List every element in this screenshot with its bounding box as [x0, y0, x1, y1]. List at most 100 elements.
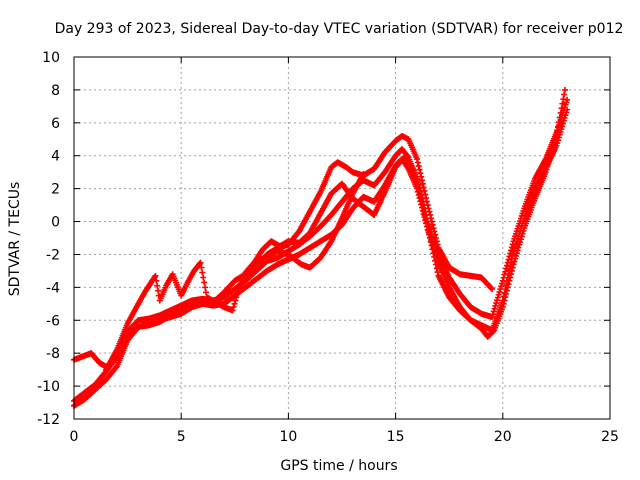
data-point — [418, 197, 425, 204]
data-point — [203, 289, 210, 296]
data-point — [230, 304, 237, 311]
data-point — [432, 261, 439, 268]
data-point — [412, 175, 419, 182]
data-point — [561, 86, 568, 93]
data-point — [434, 241, 441, 248]
data-point — [419, 200, 426, 207]
data-point — [426, 208, 433, 215]
data-point — [155, 287, 162, 294]
data-point — [200, 274, 207, 281]
data-point — [154, 282, 161, 289]
data-point — [505, 281, 512, 288]
data-point — [504, 259, 511, 266]
y-axis: -12 -10 -8 -6 -4 -2 0 2 4 6 8 10 — [37, 50, 610, 428]
y-tick-label: 2 — [51, 182, 60, 198]
data-point — [235, 287, 242, 294]
data-point — [433, 235, 440, 241]
data-point — [423, 219, 430, 226]
data-point — [424, 223, 431, 230]
data-point — [198, 264, 205, 271]
data-point — [499, 304, 506, 311]
data-point — [197, 259, 204, 266]
y-tick-label: -4 — [46, 280, 60, 296]
x-tick-label: 5 — [177, 429, 186, 445]
y-tick-label: -12 — [37, 412, 60, 428]
data-point — [427, 238, 434, 245]
data-point — [506, 253, 513, 260]
data-point — [427, 211, 434, 218]
x-tick-label: 15 — [387, 429, 405, 445]
data-point — [432, 257, 439, 264]
data-point — [421, 212, 428, 219]
plot-frame — [73, 56, 611, 420]
data-point — [417, 194, 424, 201]
y-tick-label: 10 — [42, 50, 60, 66]
data-point — [414, 181, 421, 188]
data-point — [408, 164, 415, 171]
data-point — [413, 178, 420, 185]
x-tick-label: 10 — [279, 429, 297, 445]
data-point — [428, 215, 435, 222]
data-point — [508, 244, 515, 251]
data-point — [422, 216, 429, 223]
data-point — [433, 265, 440, 272]
data-point — [420, 208, 427, 215]
data-point — [504, 284, 511, 291]
data-point — [429, 221, 436, 228]
data-point — [553, 132, 560, 139]
data-point — [423, 198, 430, 205]
data-point — [425, 227, 432, 234]
y-axis-label: SDTVAR / TECUs — [7, 182, 23, 297]
x-axis-label: GPS time / hours — [280, 458, 397, 474]
data-point — [416, 190, 423, 197]
data-point — [421, 187, 428, 194]
data-point — [502, 294, 509, 301]
data-point — [422, 191, 429, 198]
data-point — [428, 218, 435, 225]
data-point — [499, 277, 506, 284]
data-point — [489, 286, 496, 293]
data-point — [418, 177, 425, 184]
data-point — [507, 250, 514, 257]
data-point — [561, 91, 568, 98]
data-point — [202, 284, 209, 291]
data-point — [431, 253, 438, 260]
data-point — [559, 100, 566, 107]
data-point — [430, 250, 437, 257]
data-point — [503, 287, 510, 294]
data-point — [508, 247, 515, 254]
data-point — [419, 180, 426, 187]
data-point — [426, 235, 433, 241]
data-point — [231, 300, 238, 307]
data-point — [424, 202, 431, 209]
data-point — [555, 119, 562, 126]
chart-title: Day 293 of 2023, Sidereal Day-to-day VTE… — [55, 21, 624, 37]
series-4 — [103, 86, 568, 373]
data-point — [201, 279, 208, 286]
grid — [74, 57, 610, 419]
data-point — [429, 246, 436, 253]
data-point — [415, 187, 422, 194]
data-point — [409, 165, 416, 172]
series-3 — [71, 132, 496, 371]
x-tick-label: 20 — [494, 429, 512, 445]
series-5 — [253, 170, 367, 271]
data-point — [490, 327, 497, 334]
y-tick-label: 0 — [51, 215, 60, 231]
data-point — [428, 242, 435, 249]
data-point — [233, 294, 240, 301]
x-axis: 0 5 10 15 20 25 — [70, 57, 619, 445]
x-tick-label: 25 — [601, 429, 619, 445]
x-tick-label: 0 — [70, 429, 79, 445]
data-point — [152, 272, 159, 279]
data-point — [509, 264, 516, 271]
data-point — [503, 290, 510, 297]
data-point — [502, 268, 509, 275]
data-point — [416, 166, 423, 173]
data-point — [360, 170, 367, 177]
data-point — [509, 241, 516, 248]
data-point — [229, 307, 236, 314]
data-points — [71, 86, 571, 409]
data-point — [558, 105, 565, 112]
